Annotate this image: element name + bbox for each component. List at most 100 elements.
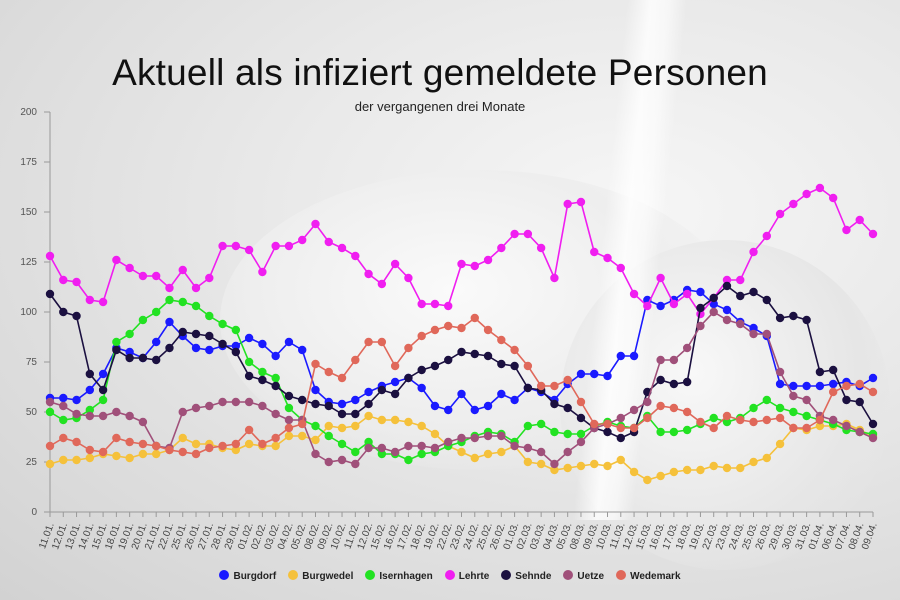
data-point — [497, 243, 506, 253]
data-point — [284, 391, 294, 401]
data-point — [868, 433, 878, 443]
data-point — [138, 449, 148, 459]
data-point — [298, 395, 307, 405]
data-point — [377, 337, 387, 347]
legend-label: Lehrte — [458, 571, 490, 582]
data-point — [85, 405, 95, 415]
data-point — [404, 343, 413, 353]
data-point — [377, 279, 387, 289]
data-point — [324, 367, 333, 377]
y-tick-label: 25 — [26, 457, 38, 468]
data-point — [45, 459, 55, 469]
data-point — [749, 247, 758, 257]
data-point — [616, 263, 625, 273]
data-point — [98, 411, 108, 421]
data-point — [151, 449, 161, 459]
legend-item[interactable]: Sehnde — [501, 570, 551, 582]
data-point — [563, 199, 572, 209]
data-point — [311, 359, 320, 369]
data-point — [138, 315, 148, 325]
data-point — [682, 377, 692, 387]
data-point — [231, 445, 241, 455]
data-point — [417, 331, 426, 341]
data-point — [138, 271, 148, 281]
data-point — [457, 389, 466, 399]
data-point — [218, 319, 227, 329]
legend-item[interactable]: Burgwedel — [288, 570, 353, 582]
data-point — [682, 425, 692, 435]
data-point — [497, 335, 506, 345]
legend-marker — [501, 570, 512, 580]
data-point — [590, 247, 599, 257]
data-point — [855, 215, 864, 225]
data-point — [390, 361, 400, 371]
data-point — [311, 435, 320, 445]
data-point — [390, 415, 400, 425]
data-point — [550, 273, 559, 283]
data-point — [815, 183, 825, 193]
data-point — [669, 355, 679, 365]
data-point — [483, 449, 493, 459]
data-point — [828, 365, 838, 375]
data-point — [178, 265, 187, 275]
data-point — [311, 399, 320, 409]
data-point — [125, 411, 134, 421]
legend-item[interactable]: Uetze — [563, 570, 604, 582]
legend-item[interactable]: Wedemark — [616, 570, 681, 582]
data-point — [669, 379, 679, 389]
data-point — [178, 407, 187, 417]
data-point — [722, 275, 732, 285]
data-point — [205, 345, 214, 355]
data-point — [563, 447, 572, 457]
data-point — [138, 417, 148, 427]
data-point — [244, 397, 254, 407]
data-point — [417, 441, 426, 451]
data-point — [258, 339, 267, 349]
data-point — [258, 439, 267, 449]
data-point — [762, 415, 772, 425]
data-point — [218, 241, 227, 251]
data-point — [138, 439, 148, 449]
data-point — [112, 255, 121, 265]
data-point — [709, 299, 718, 309]
data-point — [165, 343, 174, 353]
data-point — [802, 411, 811, 421]
data-point — [722, 411, 732, 421]
data-point — [629, 423, 639, 433]
legend-item[interactable]: Lehrte — [444, 570, 490, 582]
data-point — [643, 301, 652, 311]
data-point — [510, 395, 519, 405]
data-point — [749, 403, 758, 413]
data-point — [802, 189, 811, 199]
data-point — [337, 373, 347, 383]
data-point — [377, 385, 387, 395]
data-point — [59, 275, 68, 285]
data-point — [603, 253, 612, 263]
data-point — [191, 439, 201, 449]
data-point — [762, 395, 772, 405]
data-point — [258, 367, 267, 377]
data-point — [749, 417, 758, 427]
data-point — [842, 381, 851, 391]
legend-marker — [219, 570, 230, 580]
data-point — [98, 297, 108, 307]
data-point — [284, 431, 294, 441]
data-point — [669, 467, 679, 477]
data-point — [563, 463, 572, 473]
data-point — [191, 449, 201, 459]
data-point — [351, 447, 360, 457]
legend-marker — [288, 570, 299, 580]
data-point — [151, 337, 161, 347]
legend-item[interactable]: Burgdorf — [219, 570, 276, 582]
data-point — [165, 445, 174, 455]
data-point — [470, 433, 479, 443]
data-point — [749, 457, 758, 467]
y-tick-label: 50 — [26, 407, 38, 418]
data-point — [231, 347, 241, 357]
data-point — [324, 421, 333, 431]
data-point — [351, 421, 360, 431]
data-point — [603, 419, 612, 429]
legend-item[interactable]: Isernhagen — [365, 570, 433, 582]
data-point — [590, 419, 599, 429]
